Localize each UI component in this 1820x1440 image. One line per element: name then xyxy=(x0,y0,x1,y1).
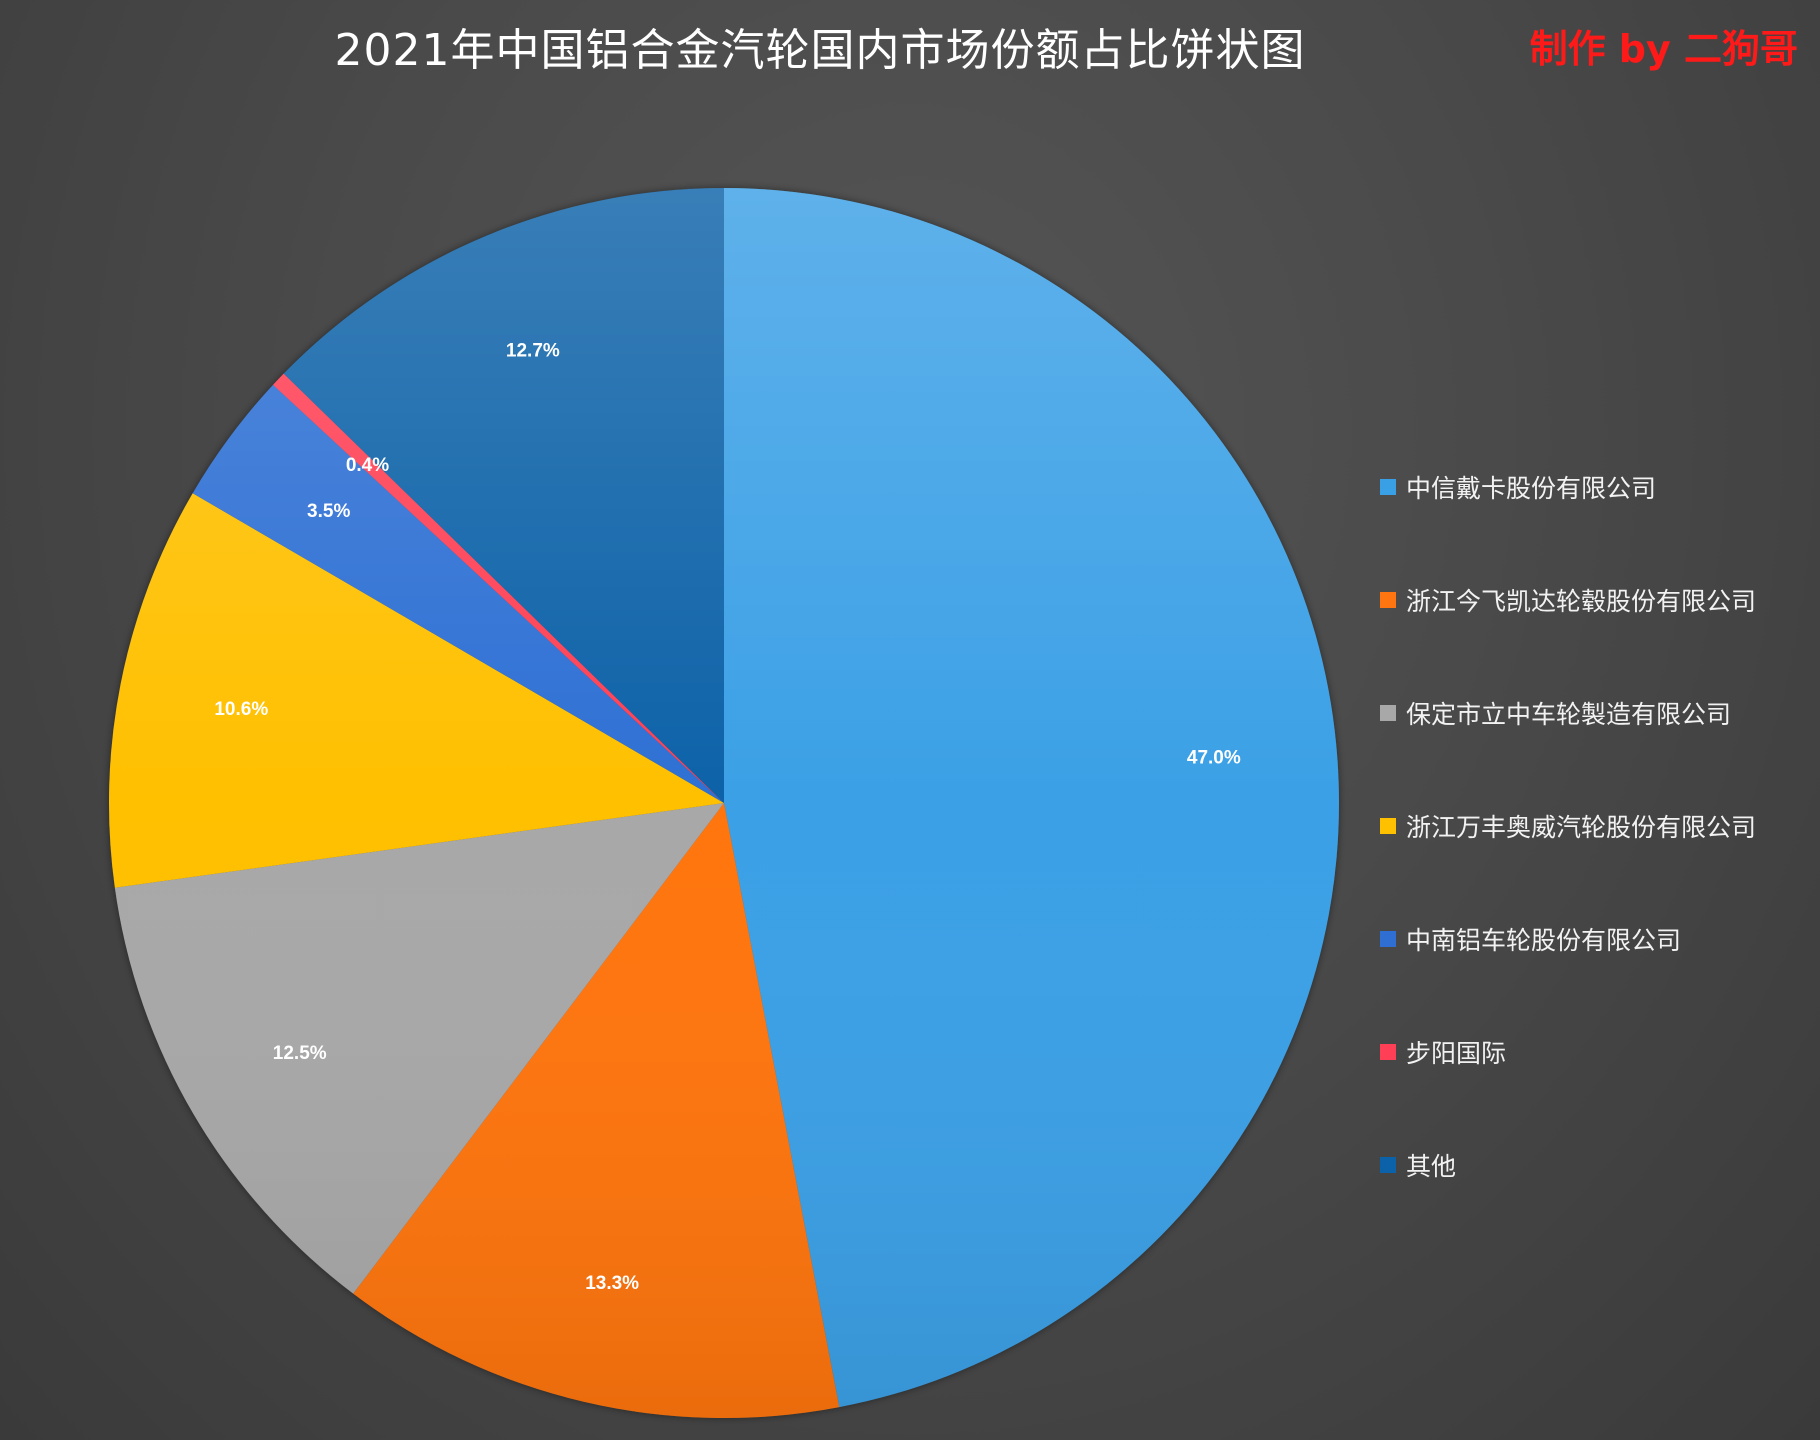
slice-label-7: 12.7% xyxy=(506,341,560,362)
legend-item-2: 浙江今飞凯达轮毂股份有限公司 xyxy=(1380,543,1810,656)
legend-item-6: 步阳国际 xyxy=(1380,995,1810,1108)
legend-label: 步阳国际 xyxy=(1406,1038,1507,1068)
legend-swatch xyxy=(1380,817,1396,834)
legend-label: 保定市立中车轮製造有限公司 xyxy=(1406,699,1732,729)
legend-swatch xyxy=(1380,1043,1396,1060)
slice-label-1: 47.0% xyxy=(1187,748,1241,769)
legend-label: 浙江万丰奥威汽轮股份有限公司 xyxy=(1406,812,1757,842)
legend-label: 浙江今飞凯达轮毂股份有限公司 xyxy=(1406,586,1757,616)
slice-label-3: 12.5% xyxy=(273,1043,327,1064)
legend-item-3: 保定市立中车轮製造有限公司 xyxy=(1380,656,1810,769)
legend-label: 中信戴卡股份有限公司 xyxy=(1406,473,1657,503)
legend-swatch xyxy=(1380,1156,1396,1173)
legend-swatch xyxy=(1380,478,1396,495)
legend-item-7: 其他 xyxy=(1380,1108,1810,1221)
pie-slice-1 xyxy=(724,188,1340,1408)
legend-label: 其他 xyxy=(1406,1151,1457,1181)
author-credit: 制作 by 二狗哥 xyxy=(1529,27,1798,71)
legend: 中信戴卡股份有限公司浙江今飞凯达轮毂股份有限公司 保定市立中车轮製造有限公司 浙江万… xyxy=(1380,430,1810,1221)
pie-slices xyxy=(108,188,1340,1419)
legend-item-4: 浙江万丰奥威汽轮股份有限公司 xyxy=(1380,769,1810,882)
legend-swatch xyxy=(1380,930,1396,947)
slice-label-4: 10.6% xyxy=(214,699,268,720)
legend-label: 中南铝车轮股份有限公司 xyxy=(1406,925,1682,955)
legend-item-1: 中信戴卡股份有限公司 xyxy=(1380,430,1810,543)
legend-item-5: 中南铝车轮股份有限公司 xyxy=(1380,882,1810,995)
slice-label-6: 0.4% xyxy=(346,455,389,476)
chart-title: 2021年中国铝合金汽轮国内市场份额占比饼状图 xyxy=(334,25,1306,76)
slice-label-2: 13.3% xyxy=(585,1273,639,1294)
legend-swatch xyxy=(1380,591,1396,608)
slice-label-5: 3.5% xyxy=(307,501,350,522)
pie-data-labels: 47.0% 13.3% 12.5% 10.6% 3.5% 0.4% 12.7% xyxy=(214,341,1240,1294)
legend-swatch xyxy=(1380,704,1396,721)
